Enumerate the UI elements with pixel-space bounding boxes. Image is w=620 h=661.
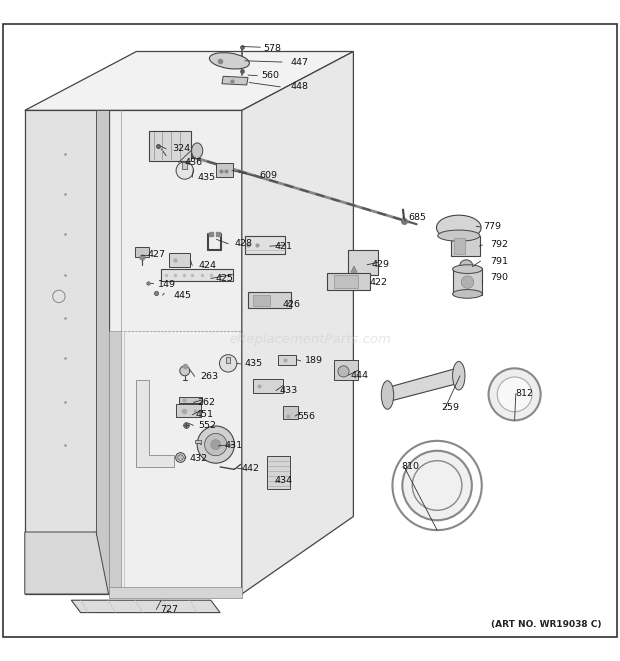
- Bar: [149, 131, 191, 161]
- Polygon shape: [25, 532, 108, 594]
- Polygon shape: [351, 266, 357, 272]
- Text: 556: 556: [298, 412, 316, 420]
- Bar: [253, 295, 270, 305]
- Text: 609: 609: [259, 171, 277, 180]
- Circle shape: [211, 440, 221, 449]
- Bar: [169, 253, 190, 266]
- Text: 552: 552: [198, 421, 216, 430]
- Text: 560: 560: [262, 71, 280, 80]
- Text: 779: 779: [484, 222, 502, 231]
- Bar: [179, 397, 202, 403]
- Bar: [267, 456, 290, 488]
- Polygon shape: [108, 110, 242, 594]
- Text: 448: 448: [290, 83, 308, 91]
- Polygon shape: [25, 52, 353, 110]
- Polygon shape: [242, 52, 353, 594]
- Bar: [453, 268, 482, 295]
- Text: 810: 810: [402, 463, 420, 471]
- Text: eReplacementParts.com: eReplacementParts.com: [229, 333, 391, 346]
- Bar: [253, 379, 283, 393]
- Text: 433: 433: [279, 386, 297, 395]
- Polygon shape: [388, 368, 459, 402]
- Polygon shape: [96, 110, 108, 594]
- Text: 324: 324: [172, 144, 190, 153]
- Bar: [278, 355, 296, 365]
- Text: 790: 790: [490, 273, 508, 282]
- Bar: [348, 250, 378, 275]
- Polygon shape: [25, 110, 108, 594]
- Text: 421: 421: [274, 242, 292, 251]
- Text: 435: 435: [245, 360, 263, 368]
- Text: 792: 792: [490, 241, 508, 249]
- Ellipse shape: [453, 265, 482, 274]
- Ellipse shape: [438, 230, 480, 241]
- Ellipse shape: [381, 381, 394, 409]
- Text: 445: 445: [174, 291, 192, 299]
- Text: 791: 791: [490, 256, 508, 266]
- Text: 435: 435: [197, 173, 215, 182]
- Text: 436: 436: [185, 158, 203, 167]
- Circle shape: [459, 260, 473, 274]
- Bar: [283, 406, 298, 418]
- Circle shape: [338, 366, 349, 377]
- Circle shape: [461, 276, 474, 288]
- Bar: [334, 360, 358, 380]
- Bar: [334, 276, 358, 288]
- Ellipse shape: [453, 362, 465, 390]
- Circle shape: [497, 377, 532, 412]
- Text: 432: 432: [189, 453, 207, 463]
- Circle shape: [180, 366, 190, 375]
- Text: 422: 422: [370, 278, 388, 287]
- Bar: [135, 247, 149, 257]
- Text: 425: 425: [216, 274, 234, 283]
- Text: 262: 262: [197, 398, 215, 407]
- Bar: [226, 357, 230, 364]
- Bar: [182, 162, 187, 169]
- Text: (ART NO. WR19038 C): (ART NO. WR19038 C): [491, 620, 601, 629]
- Polygon shape: [136, 380, 174, 467]
- Circle shape: [176, 162, 193, 179]
- Text: 442: 442: [242, 463, 260, 473]
- Circle shape: [489, 368, 541, 420]
- Circle shape: [219, 355, 237, 372]
- Ellipse shape: [192, 143, 203, 159]
- Circle shape: [197, 426, 234, 463]
- Bar: [327, 273, 370, 290]
- Circle shape: [401, 449, 473, 522]
- Bar: [451, 236, 480, 256]
- Polygon shape: [71, 600, 220, 613]
- Ellipse shape: [436, 215, 481, 240]
- Bar: [161, 268, 232, 281]
- Text: 578: 578: [264, 44, 281, 53]
- Bar: [176, 404, 201, 417]
- Text: 263: 263: [200, 372, 218, 381]
- Text: 447: 447: [290, 58, 308, 67]
- Circle shape: [205, 434, 227, 455]
- Bar: [108, 587, 242, 598]
- Bar: [248, 292, 291, 308]
- Text: 259: 259: [441, 403, 459, 412]
- Ellipse shape: [453, 290, 482, 298]
- Text: 429: 429: [372, 260, 390, 269]
- Text: 427: 427: [148, 251, 166, 259]
- Text: 434: 434: [274, 476, 292, 485]
- Ellipse shape: [210, 53, 249, 69]
- Text: 189: 189: [305, 356, 323, 366]
- Text: 149: 149: [158, 280, 176, 289]
- Text: 451: 451: [195, 410, 213, 419]
- Text: 426: 426: [282, 300, 300, 309]
- Bar: [454, 238, 465, 254]
- Text: 685: 685: [408, 213, 426, 221]
- Text: 431: 431: [224, 442, 242, 450]
- Text: 727: 727: [160, 605, 178, 614]
- Text: 424: 424: [198, 261, 216, 270]
- Bar: [245, 236, 285, 254]
- Text: 812: 812: [516, 389, 534, 398]
- Polygon shape: [222, 76, 248, 85]
- Text: 444: 444: [351, 371, 369, 379]
- Bar: [195, 440, 201, 444]
- Polygon shape: [108, 330, 121, 594]
- Text: 428: 428: [234, 239, 252, 248]
- Bar: [216, 163, 233, 176]
